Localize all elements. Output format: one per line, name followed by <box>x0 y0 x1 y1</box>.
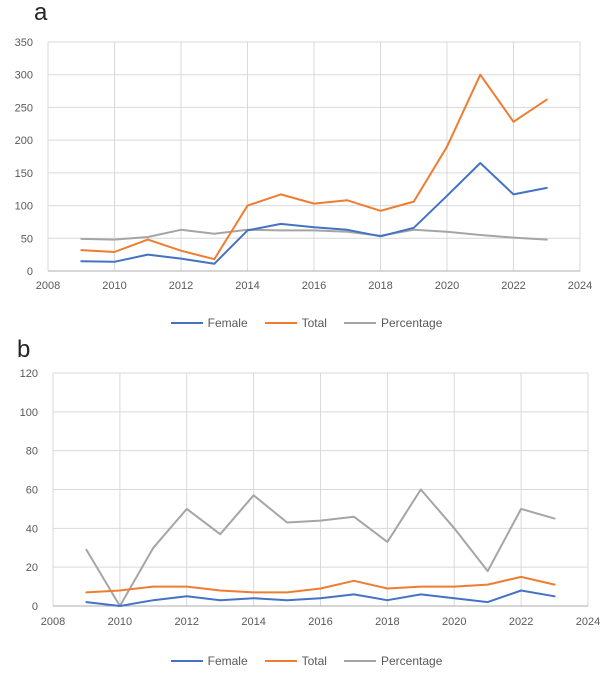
line-chart-a: 2008 2010 2012 2014 2016 2018 2020 2022 2024 0 50 1… <box>15 37 593 292</box>
y-tick-label: 200 <box>15 135 33 147</box>
y-tick-label: 300 <box>15 70 33 82</box>
line-chart-b: 2008 2010 2012 2014 2016 2018 2020 2022 2024 0 20 4… <box>20 368 601 628</box>
x-tick-label: 2022 <box>501 280 525 292</box>
legend-item-percentage: Percentage <box>343 654 443 668</box>
legend-item-female: Female <box>170 316 248 330</box>
legend-label-total: Total <box>301 316 327 330</box>
x-tick-label: 2018 <box>368 280 392 292</box>
legend-line-swatch-female <box>170 322 203 324</box>
legend-b: Female Total Percentage <box>0 650 613 672</box>
legend-label-total: Total <box>301 654 327 668</box>
x-tick-label: 2010 <box>102 280 126 292</box>
legend-label-percentage: Percentage <box>380 654 443 668</box>
y-tick-label: 40 <box>26 523 38 535</box>
x-tick-label: 2018 <box>375 616 399 628</box>
x-tick-label: 2020 <box>442 616 466 628</box>
legend-line-swatch-total <box>264 660 297 662</box>
series-line-total <box>80 73 548 261</box>
chart-panel-b: b 2008 2010 2012 2014 2016 2018 2020 2022 2024 0 2… <box>0 335 613 676</box>
series-line-female <box>85 589 556 607</box>
y-tick-label: 60 <box>26 485 38 497</box>
legend-a: Female Total Percentage <box>0 312 613 334</box>
x-tick-label: 2014 <box>241 616 265 628</box>
chart-panel-a: a 2008 2010 2012 2014 2016 2018 2020 2022 2024 0 5… <box>0 0 613 335</box>
x-tick-label: 2008 <box>36 280 60 292</box>
series-line-percentage <box>80 228 548 241</box>
y-tick-label: 350 <box>15 37 33 49</box>
series-line-percentage <box>85 488 556 607</box>
x-tick-label: 2016 <box>302 280 326 292</box>
legend-label-percentage: Percentage <box>380 316 443 330</box>
y-tick-label: 100 <box>15 201 33 213</box>
y-tick-label: 150 <box>15 168 33 180</box>
y-tick-label: 100 <box>20 407 38 419</box>
y-tick-label: 0 <box>32 601 38 613</box>
series-line-total <box>85 575 556 594</box>
legend-line-swatch-percentage <box>343 322 376 324</box>
x-tick-label: 2012 <box>169 280 193 292</box>
legend-item-female: Female <box>170 654 248 668</box>
x-tick-label: 2024 <box>576 616 600 628</box>
y-tick-label: 0 <box>27 266 33 278</box>
legend-label-female: Female <box>207 654 248 668</box>
x-tick-label: 2010 <box>108 616 132 628</box>
x-tick-label: 2014 <box>235 280 259 292</box>
x-tick-label: 2016 <box>308 616 332 628</box>
y-tick-label: 50 <box>21 233 33 245</box>
y-tick-label: 120 <box>20 368 38 380</box>
x-tick-label: 2020 <box>435 280 459 292</box>
panel-label-a: a <box>34 0 48 26</box>
legend-item-percentage: Percentage <box>343 316 443 330</box>
x-tick-label: 2008 <box>41 616 65 628</box>
x-tick-label: 2022 <box>509 616 533 628</box>
x-tick-label: 2024 <box>568 280 592 292</box>
panel-label-b: b <box>17 336 31 363</box>
legend-item-total: Total <box>264 316 327 330</box>
legend-item-total: Total <box>264 654 327 668</box>
legend-label-female: Female <box>207 316 248 330</box>
x-tick-label: 2012 <box>175 616 199 628</box>
y-tick-label: 250 <box>15 102 33 114</box>
legend-line-swatch-female <box>170 660 203 662</box>
legend-line-swatch-percentage <box>343 660 376 662</box>
y-tick-label: 80 <box>26 446 38 458</box>
series-line-female <box>80 162 548 265</box>
legend-line-swatch-total <box>264 322 297 324</box>
y-tick-label: 20 <box>26 562 38 574</box>
